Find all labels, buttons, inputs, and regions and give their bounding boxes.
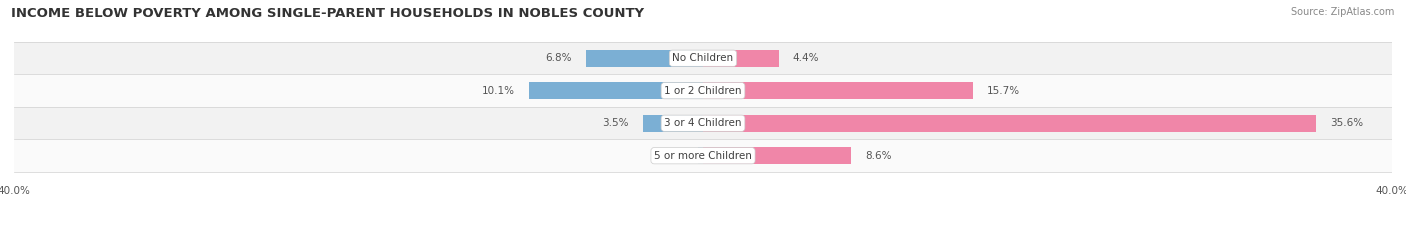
Bar xyxy=(703,82,973,99)
Bar xyxy=(14,140,1392,172)
Text: 8.6%: 8.6% xyxy=(865,151,891,161)
Text: INCOME BELOW POVERTY AMONG SINGLE-PARENT HOUSEHOLDS IN NOBLES COUNTY: INCOME BELOW POVERTY AMONG SINGLE-PARENT… xyxy=(11,7,644,20)
Bar xyxy=(14,107,1392,140)
Text: 10.1%: 10.1% xyxy=(482,86,515,96)
Text: 15.7%: 15.7% xyxy=(987,86,1021,96)
Text: 3.5%: 3.5% xyxy=(602,118,628,128)
Bar xyxy=(643,115,703,132)
Bar xyxy=(14,75,1392,107)
Bar xyxy=(703,115,1316,132)
Text: 4.4%: 4.4% xyxy=(793,53,820,63)
Bar xyxy=(14,42,1392,75)
Bar xyxy=(703,147,851,164)
Text: 3 or 4 Children: 3 or 4 Children xyxy=(664,118,742,128)
Bar xyxy=(529,82,703,99)
Text: 1 or 2 Children: 1 or 2 Children xyxy=(664,86,742,96)
Bar xyxy=(703,50,779,67)
Text: 6.8%: 6.8% xyxy=(546,53,572,63)
Text: Source: ZipAtlas.com: Source: ZipAtlas.com xyxy=(1291,7,1395,17)
Text: No Children: No Children xyxy=(672,53,734,63)
Bar xyxy=(697,147,703,164)
Text: 35.6%: 35.6% xyxy=(1330,118,1362,128)
Text: 0.0%: 0.0% xyxy=(658,151,685,161)
Text: 5 or more Children: 5 or more Children xyxy=(654,151,752,161)
Bar xyxy=(586,50,703,67)
